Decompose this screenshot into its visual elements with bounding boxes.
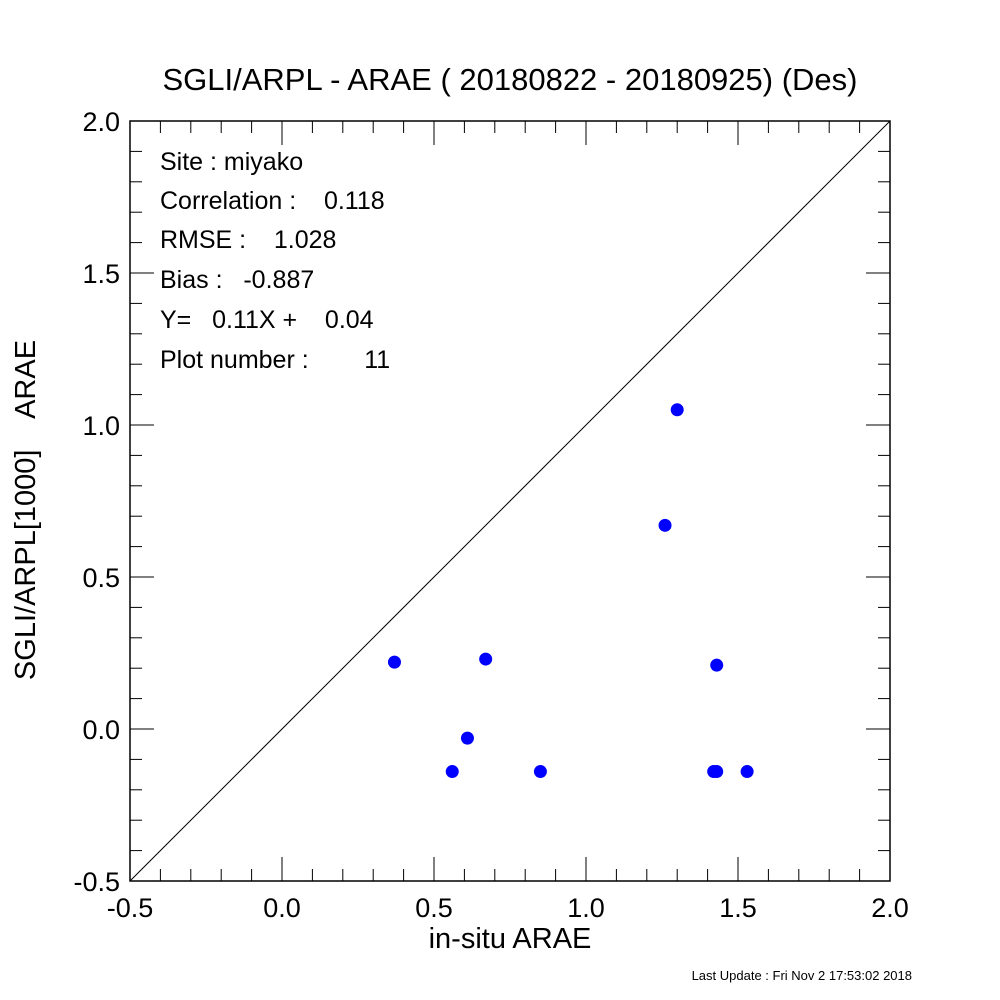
x-tick-label: -0.5 xyxy=(107,893,154,923)
x-tick-label: 1.0 xyxy=(567,893,605,923)
annotation-regression: Y= 0.11X + 0.04 xyxy=(160,306,374,334)
y-tick-label: 1.0 xyxy=(82,411,120,441)
x-axis-title: in-situ ARAE xyxy=(429,923,592,955)
y-tick-label: 0.0 xyxy=(82,715,120,745)
x-tick-label: 0.0 xyxy=(263,893,301,923)
chart-title: SGLI/ARPL - ARAE ( 20180822 - 20180925) … xyxy=(162,62,857,97)
x-tick-labels: -0.5 0.0 0.5 1.0 1.5 2.0 xyxy=(107,893,909,923)
x-tick-label: 1.5 xyxy=(719,893,757,923)
y-tick-label: 2.0 xyxy=(82,107,120,137)
y-tick-labels: -0.5 0.0 0.5 1.0 1.5 2.0 xyxy=(73,107,120,897)
tick-marks xyxy=(129,120,891,882)
x-tick-label: 0.5 xyxy=(415,893,453,923)
annotation-bias: Bias : -0.887 xyxy=(160,266,314,294)
data-point xyxy=(710,658,724,672)
y-axis-title: SGLI/ARPL[1000] ARAE xyxy=(10,340,42,680)
data-points xyxy=(387,403,754,779)
annotation-correlation: Correlation : 0.118 xyxy=(160,187,385,215)
x-tick-label: 2.0 xyxy=(871,893,909,923)
y-tick-label: 1.5 xyxy=(82,259,120,289)
data-point xyxy=(445,765,459,779)
data-point xyxy=(533,765,547,779)
data-point xyxy=(658,518,672,532)
y-tick-label: 0.5 xyxy=(82,563,120,593)
annotation-plot-number: Plot number : 11 xyxy=(160,346,390,374)
annotation-site: Site : miyako xyxy=(160,148,303,176)
y-tick-label: -0.5 xyxy=(73,867,120,897)
plot-frame xyxy=(129,120,891,882)
annotation-rmse: RMSE : 1.028 xyxy=(160,226,336,254)
data-point xyxy=(740,765,754,779)
data-point xyxy=(670,403,684,417)
last-update-footer: Last Update : Fri Nov 2 17:53:02 2018 xyxy=(691,968,912,983)
one-to-one-line xyxy=(130,121,890,881)
data-point xyxy=(460,731,474,745)
data-point xyxy=(387,655,401,669)
data-point xyxy=(710,765,724,779)
data-point xyxy=(479,652,493,666)
